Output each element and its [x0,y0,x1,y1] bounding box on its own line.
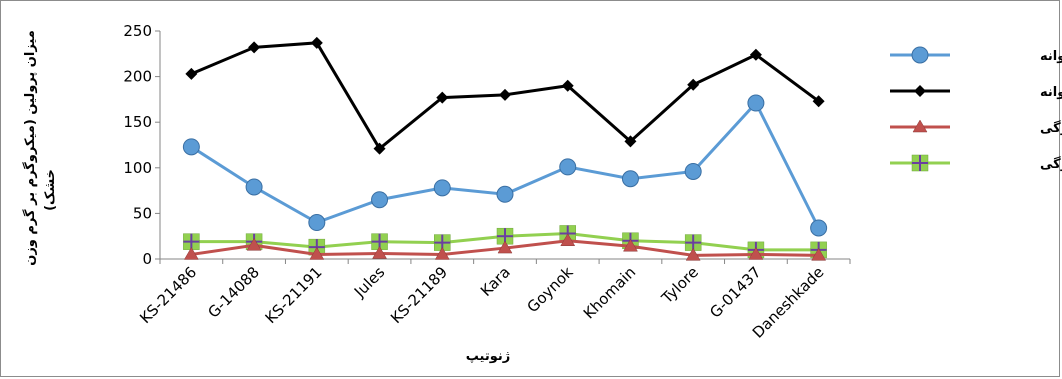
x-tick-label: Khomain [580,263,639,322]
series-layer [182,36,828,261]
x-tick-label: G-14088 [204,263,263,322]
y-tick-label: 200 [123,68,152,86]
legend-item: تنش برگی [890,154,1062,172]
series-group [182,94,828,237]
legend-label: کنترل جوانه [1040,49,1062,64]
legend-marker [914,85,926,97]
legend-item: تنش جوانه [890,85,1062,100]
y-tick-label: 150 [123,113,152,131]
y-tick-label: 250 [123,22,152,40]
legend-item: کنترل برگی [890,119,1062,136]
data-point [308,214,326,232]
data-point [811,247,827,261]
x-axis-title: ژنوتیپ [466,349,510,364]
data-point [310,36,323,49]
y-axis-title-line1: میزان پرولین (میکروگرم بر گرم وزن [22,30,38,266]
data-point [560,233,576,247]
data-point [559,158,577,176]
data-point [245,178,263,196]
legend-item: کنترل جوانه [890,46,1062,64]
data-point [371,191,389,209]
data-point [747,94,765,112]
data-point [372,246,387,259]
data-point [496,185,514,203]
legend-label: تنش جوانه [1040,85,1062,100]
data-point [561,79,574,92]
data-point [434,246,450,260]
legend-label: کنترل برگی [1040,120,1062,136]
data-point [309,246,325,260]
data-point [248,41,261,54]
legend-marker [912,119,928,133]
series-group [185,36,825,155]
data-point [436,91,449,104]
x-tick-label: KS-21189 [387,263,451,327]
y-tick-label: 50 [133,204,152,222]
series-group [183,233,827,261]
y-axis-title-line2: خشک) [43,169,58,211]
x-tick-label: Jules [350,263,388,301]
data-point [185,67,198,80]
legend-label: تنش برگی [1040,156,1062,172]
data-point [812,95,825,108]
data-point [246,237,262,251]
data-point [499,88,511,101]
x-tick-label: Kara [477,263,514,300]
data-point [748,246,764,260]
x-tick-label: Tylore [657,263,702,308]
data-point [684,162,702,180]
x-tick-label: KS-21486 [136,263,200,327]
data-point [685,247,701,261]
x-tick-label: G-01437 [706,263,765,322]
y-tick-label: 100 [123,159,152,177]
data-point [623,238,638,252]
series-line [190,100,820,229]
data-point [624,135,637,148]
data-point [497,240,513,254]
data-point [749,48,762,61]
y-tick-label: 0 [142,250,152,268]
legend: کنترل جوانه تنش جوانه کنترل برگی تنش برگی [890,46,1062,172]
x-tick-label: KS-21191 [262,263,326,327]
x-tick-label: Goynok [523,263,576,316]
data-point [373,142,386,155]
legend-marker [911,46,929,64]
data-point [182,138,200,156]
data-point [433,179,451,197]
data-point [687,78,700,91]
data-point [810,219,828,237]
data-point [183,246,199,260]
data-point [621,170,639,188]
